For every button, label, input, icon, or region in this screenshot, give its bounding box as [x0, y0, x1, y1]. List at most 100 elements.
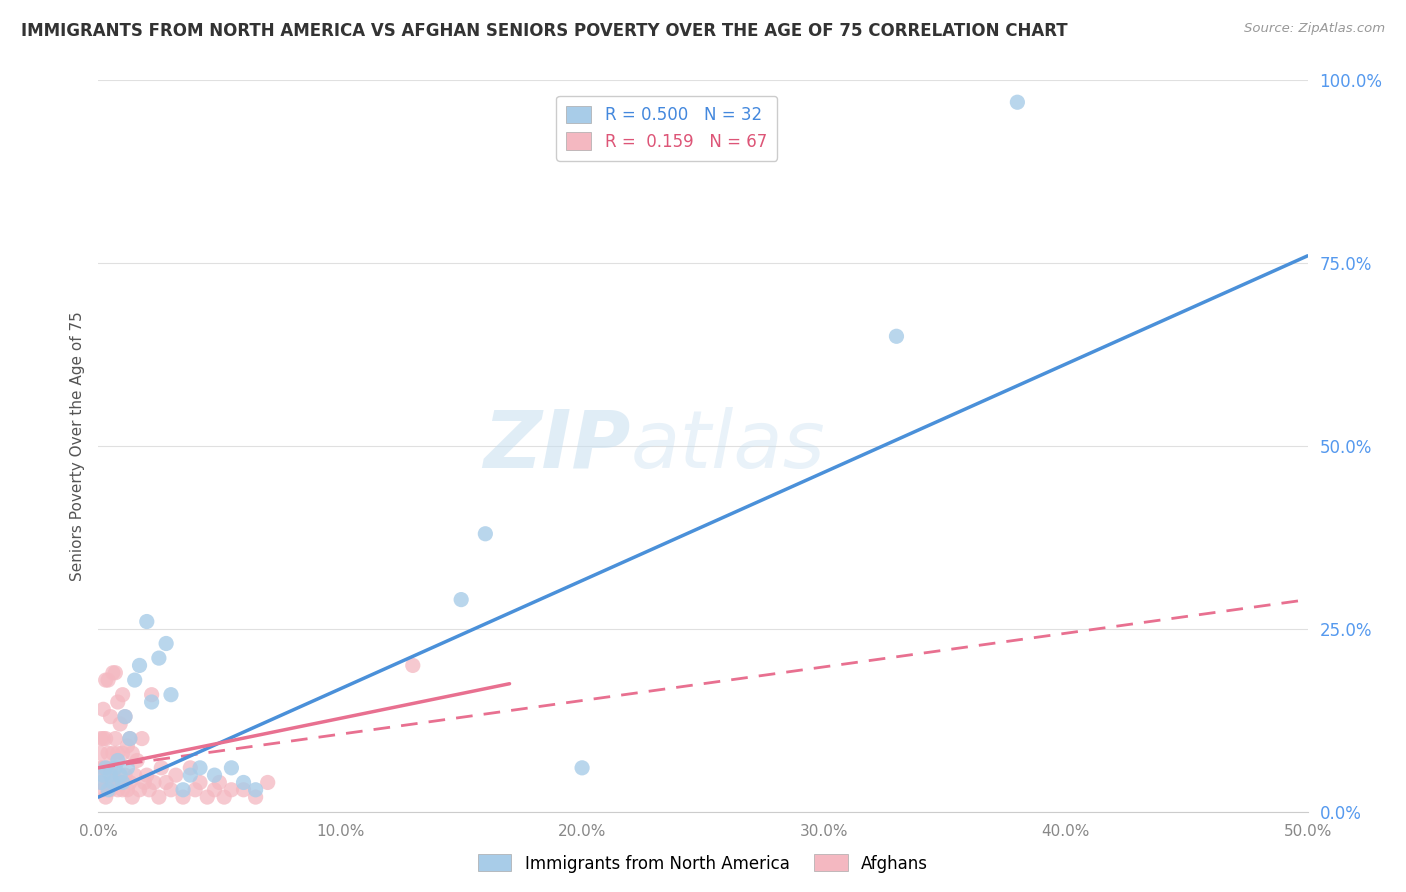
Point [141, 695, 163, 709]
Text: ZIP: ZIP [484, 407, 630, 485]
Point [94, 673, 117, 687]
Point [90, 775, 112, 789]
Point [107, 746, 129, 760]
Point [256, 775, 278, 789]
Point [94, 790, 117, 805]
Point [111, 746, 134, 760]
Point [91, 702, 114, 716]
Point [114, 709, 136, 723]
Point [124, 673, 146, 687]
Point [104, 761, 127, 775]
Point [107, 754, 129, 768]
Point [97, 746, 120, 760]
Point [108, 717, 131, 731]
Point [114, 709, 136, 723]
Point [245, 782, 267, 797]
Point [135, 615, 157, 629]
Point [188, 761, 211, 775]
Point [91, 761, 114, 775]
Point [128, 782, 150, 797]
Point [221, 782, 243, 797]
Text: Source: ZipAtlas.com: Source: ZipAtlas.com [1244, 22, 1385, 36]
Point [886, 329, 908, 343]
Point [90, 746, 112, 760]
Point [91, 782, 114, 797]
Point [245, 790, 267, 805]
Point [108, 768, 131, 782]
Text: atlas: atlas [630, 407, 825, 485]
Point [204, 768, 226, 782]
Point [188, 775, 211, 789]
Point [114, 768, 136, 782]
Point [118, 731, 141, 746]
Point [121, 790, 143, 805]
Point [97, 782, 120, 797]
Point [90, 761, 112, 775]
Point [1007, 95, 1029, 110]
Point [402, 658, 425, 673]
Point [141, 688, 163, 702]
Y-axis label: Seniors Poverty Over the Age of 75: Seniors Poverty Over the Age of 75 [69, 311, 84, 581]
Point [101, 775, 124, 789]
Point [204, 782, 226, 797]
Point [90, 775, 112, 789]
Point [179, 761, 201, 775]
Point [160, 688, 183, 702]
Point [571, 761, 593, 775]
Point [97, 673, 120, 687]
Point [128, 658, 150, 673]
Point [94, 761, 117, 775]
Point [104, 775, 127, 789]
Point [117, 761, 139, 775]
Point [165, 768, 187, 782]
Point [212, 790, 235, 805]
Point [134, 775, 156, 789]
Point [91, 731, 114, 746]
Point [474, 526, 496, 541]
Point [118, 731, 141, 746]
Point [184, 782, 207, 797]
Point [148, 790, 170, 805]
Point [90, 731, 112, 746]
Point [104, 731, 127, 746]
Point [131, 731, 153, 746]
Point [195, 790, 218, 805]
Point [91, 768, 114, 782]
Point [100, 782, 122, 797]
Text: IMMIGRANTS FROM NORTH AMERICA VS AFGHAN SENIORS POVERTY OVER THE AGE OF 75 CORRE: IMMIGRANTS FROM NORTH AMERICA VS AFGHAN … [21, 22, 1067, 40]
Point [232, 782, 254, 797]
Point [179, 768, 201, 782]
Point [94, 731, 117, 746]
Point [124, 768, 146, 782]
Point [101, 768, 124, 782]
Point [101, 665, 124, 680]
Point [111, 782, 134, 797]
Point [135, 768, 157, 782]
Point [97, 775, 120, 789]
Point [143, 775, 166, 789]
Point [100, 761, 122, 775]
Legend: R = 0.500   N = 32, R =  0.159   N = 67: R = 0.500 N = 32, R = 0.159 N = 67 [557, 96, 778, 161]
Point [138, 782, 160, 797]
Legend: Immigrants from North America, Afghans: Immigrants from North America, Afghans [471, 847, 935, 880]
Point [104, 665, 127, 680]
Point [118, 775, 141, 789]
Point [148, 651, 170, 665]
Point [450, 592, 472, 607]
Point [111, 775, 134, 789]
Point [127, 754, 149, 768]
Point [160, 782, 183, 797]
Point [117, 782, 139, 797]
Point [221, 761, 243, 775]
Point [107, 782, 129, 797]
Point [108, 775, 131, 789]
Point [100, 768, 122, 782]
Point [155, 775, 177, 789]
Point [117, 739, 139, 753]
Point [100, 709, 122, 723]
Point [232, 775, 254, 789]
Point [94, 761, 117, 775]
Point [121, 746, 143, 760]
Point [107, 695, 129, 709]
Point [150, 761, 173, 775]
